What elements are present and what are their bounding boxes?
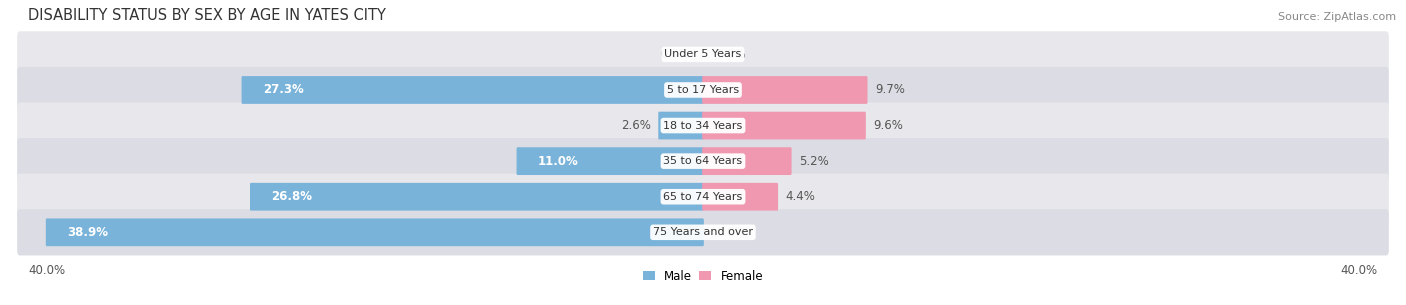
Text: 0.0%: 0.0%	[717, 48, 747, 61]
FancyBboxPatch shape	[702, 147, 792, 175]
Text: 75 Years and over: 75 Years and over	[652, 227, 754, 237]
FancyBboxPatch shape	[17, 31, 1389, 77]
FancyBboxPatch shape	[46, 218, 704, 246]
FancyBboxPatch shape	[702, 112, 866, 139]
FancyBboxPatch shape	[658, 112, 704, 139]
Text: 4.4%: 4.4%	[786, 190, 815, 203]
Text: 5.2%: 5.2%	[799, 155, 830, 168]
Text: 27.3%: 27.3%	[263, 84, 304, 96]
Text: 26.8%: 26.8%	[271, 190, 312, 203]
Text: 18 to 34 Years: 18 to 34 Years	[664, 120, 742, 131]
Text: 35 to 64 Years: 35 to 64 Years	[664, 156, 742, 166]
Text: 40.0%: 40.0%	[28, 264, 65, 277]
FancyBboxPatch shape	[17, 138, 1389, 184]
FancyBboxPatch shape	[242, 76, 704, 104]
Legend: Male, Female: Male, Female	[643, 270, 763, 283]
Text: Under 5 Years: Under 5 Years	[665, 49, 741, 59]
FancyBboxPatch shape	[702, 183, 778, 210]
FancyBboxPatch shape	[250, 183, 704, 210]
FancyBboxPatch shape	[702, 76, 868, 104]
Text: 11.0%: 11.0%	[537, 155, 578, 168]
Text: 9.6%: 9.6%	[873, 119, 903, 132]
Text: 2.6%: 2.6%	[621, 119, 651, 132]
Text: 0.0%: 0.0%	[717, 226, 747, 239]
Text: 0.0%: 0.0%	[659, 48, 689, 61]
Text: DISABILITY STATUS BY SEX BY AGE IN YATES CITY: DISABILITY STATUS BY SEX BY AGE IN YATES…	[28, 8, 387, 23]
FancyBboxPatch shape	[17, 67, 1389, 113]
FancyBboxPatch shape	[17, 174, 1389, 220]
Text: 38.9%: 38.9%	[67, 226, 108, 239]
FancyBboxPatch shape	[516, 147, 704, 175]
Text: 5 to 17 Years: 5 to 17 Years	[666, 85, 740, 95]
Text: 40.0%: 40.0%	[1341, 264, 1378, 277]
Text: 9.7%: 9.7%	[875, 84, 905, 96]
FancyBboxPatch shape	[17, 209, 1389, 255]
FancyBboxPatch shape	[17, 102, 1389, 149]
Text: 65 to 74 Years: 65 to 74 Years	[664, 192, 742, 202]
Text: Source: ZipAtlas.com: Source: ZipAtlas.com	[1278, 12, 1396, 22]
